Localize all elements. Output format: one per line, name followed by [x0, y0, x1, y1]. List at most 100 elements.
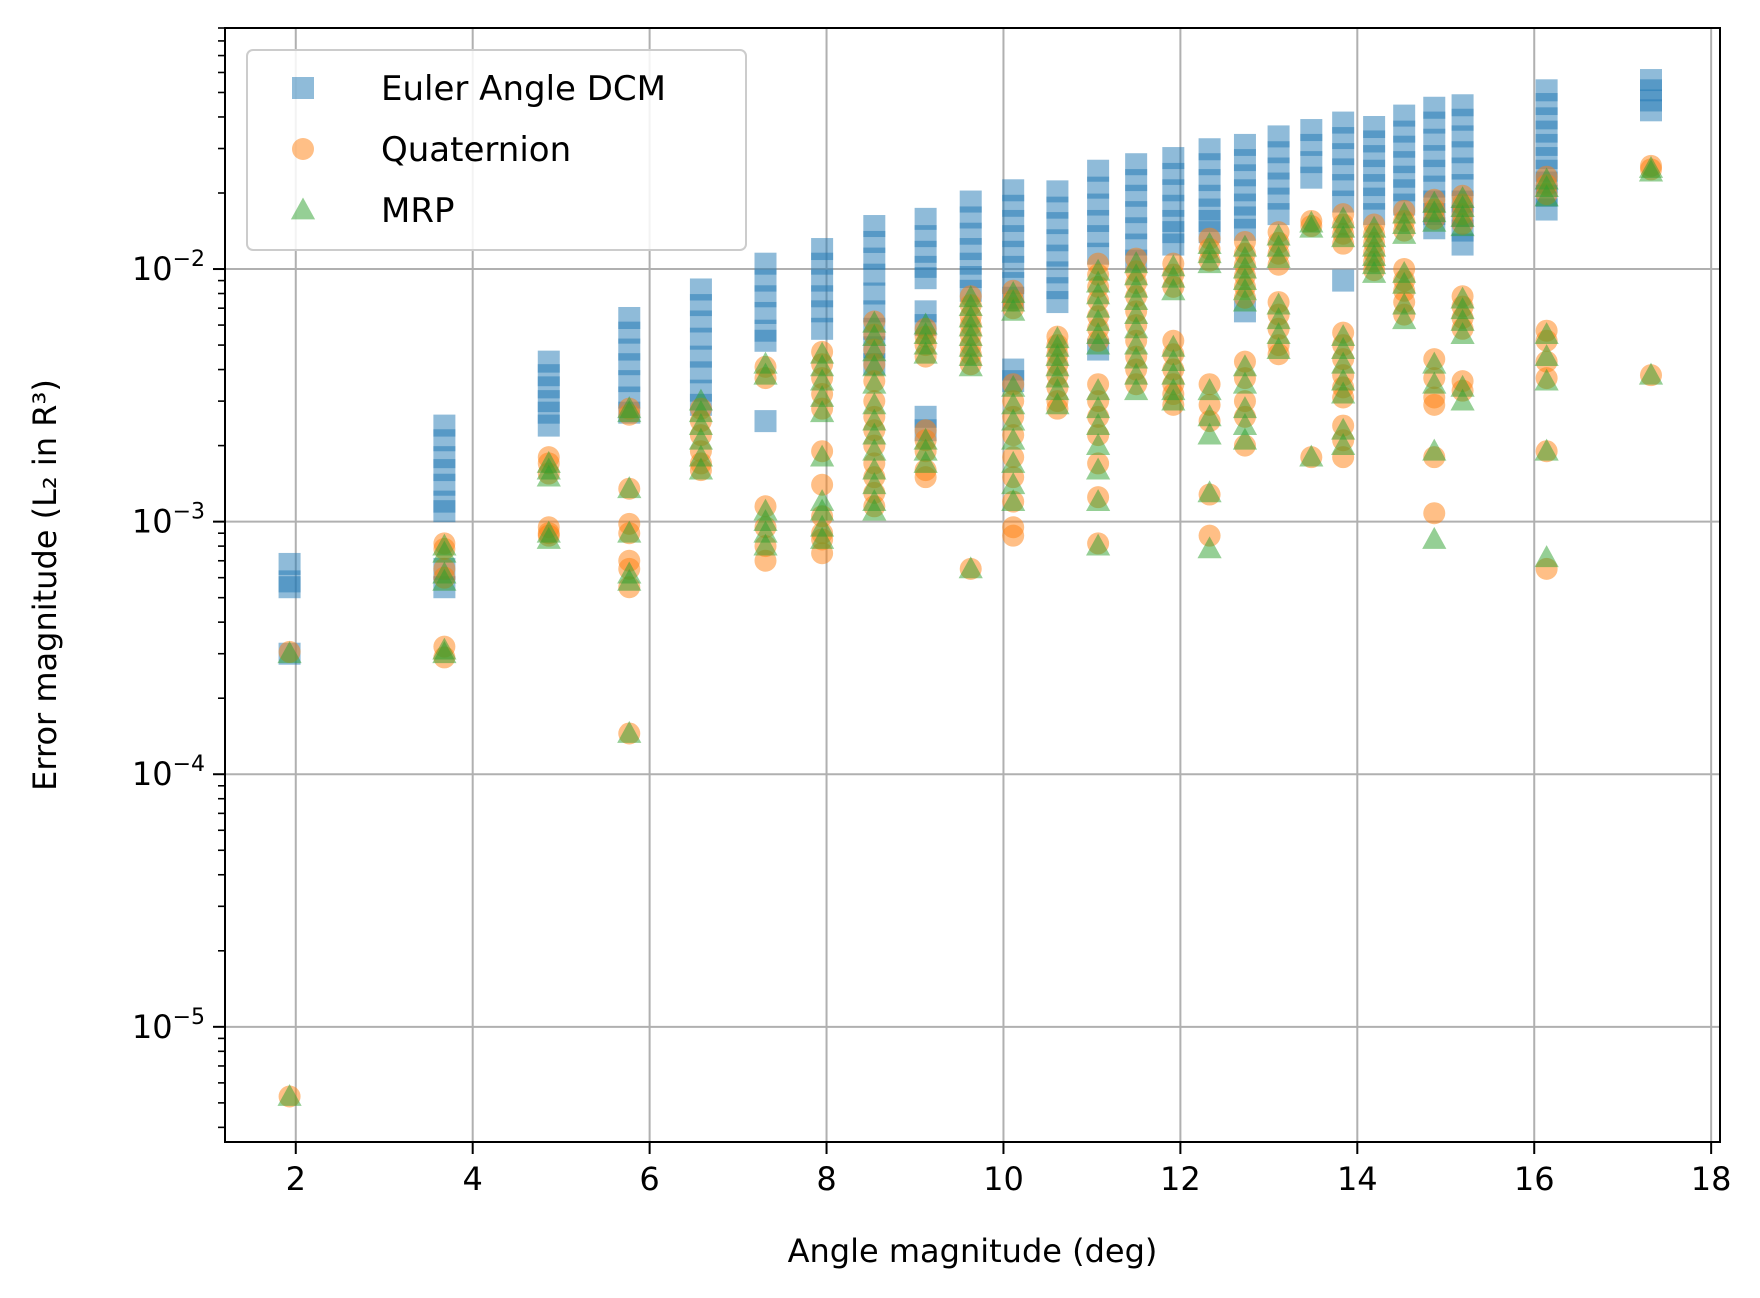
data-point-square: [754, 301, 777, 324]
data-point-triangle: [1266, 292, 1291, 315]
data-point-triangle: [1001, 392, 1026, 415]
data-point-triangle: [1197, 422, 1222, 445]
data-point-circle: [811, 473, 834, 496]
data-point-triangle: [1161, 278, 1186, 301]
data-point-triangle: [1331, 381, 1356, 404]
data-point-triangle: [1086, 332, 1111, 355]
data-point-triangle: [1161, 254, 1186, 277]
data-point-triangle: [1422, 438, 1447, 461]
data-point-triangle: [862, 457, 887, 480]
data-point-triangle: [432, 568, 457, 591]
data-point-triangle: [1045, 392, 1070, 415]
data-point-triangle: [1161, 349, 1186, 372]
data-point-triangle: [1086, 258, 1111, 281]
data-point-triangle: [1232, 278, 1258, 301]
data-point-triangle: [810, 341, 835, 364]
data-point-triangle: [277, 641, 302, 664]
data-point-triangle: [753, 362, 778, 385]
legend-label: MRP: [381, 191, 454, 231]
data-point-triangle: [1086, 396, 1111, 419]
data-point-triangle: [1534, 438, 1559, 461]
data-point-square: [863, 282, 886, 305]
data-point-triangle: [753, 351, 778, 374]
data-point-triangle: [862, 354, 887, 377]
data-point-square: [914, 267, 937, 290]
data-point-triangle: [1534, 184, 1559, 207]
data-point-square: [1451, 108, 1474, 131]
data-point-square: [1640, 99, 1662, 122]
data-point-triangle: [810, 400, 835, 423]
data-point-triangle: [688, 444, 714, 467]
data-point-triangle: [536, 464, 561, 487]
data-point-square: [1046, 212, 1069, 235]
data-point-triangle: [1086, 308, 1111, 331]
data-point-triangle: [1161, 265, 1186, 288]
data-point-triangle: [1232, 396, 1258, 419]
data-point-square: [811, 252, 834, 275]
data-point-triangle: [1001, 472, 1026, 495]
data-point-triangle: [1045, 354, 1070, 377]
data-point-triangle: [1362, 260, 1387, 283]
x-tick-label: 18: [1691, 1160, 1732, 1198]
data-point-square: [754, 252, 777, 275]
data-point-square: [863, 263, 886, 286]
data-point-triangle: [1086, 295, 1111, 318]
data-point-triangle: [1197, 378, 1222, 401]
data-point-triangle: [1392, 271, 1417, 294]
data-point-square: [1300, 166, 1323, 189]
data-point-triangle: [1450, 214, 1475, 237]
data-point-square: [863, 230, 886, 253]
data-point-square: [811, 317, 834, 340]
data-point-triangle: [913, 341, 938, 364]
series-triangle-group: [277, 155, 1664, 1106]
legend-label: Quaternion: [381, 130, 571, 170]
data-point-triangle: [1086, 533, 1111, 556]
data-point-triangle: [913, 438, 938, 461]
data-point-triangle: [1266, 234, 1291, 257]
data-point-triangle: [688, 388, 714, 411]
data-point-square: [1087, 159, 1110, 182]
data-point-triangle: [810, 444, 835, 467]
x-axis-label: Angle magnitude (deg): [788, 1232, 1158, 1270]
data-point-triangle: [1124, 346, 1149, 369]
data-point-triangle: [617, 400, 642, 423]
data-point-triangle: [1045, 365, 1070, 388]
data-point-triangle: [688, 457, 714, 480]
x-tick-label: 8: [816, 1160, 836, 1198]
data-point-triangle: [1124, 288, 1149, 311]
data-point-triangle: [862, 339, 887, 362]
data-markers: [277, 69, 1664, 1108]
data-point-triangle: [1197, 251, 1222, 274]
data-point-triangle: [1197, 404, 1222, 427]
data-point-square: [1046, 244, 1069, 267]
data-point-square: [1267, 203, 1290, 226]
data-point-triangle: [617, 568, 642, 591]
data-point-triangle: [1450, 297, 1475, 320]
legend: Euler Angle DCM Quaternion MRP: [246, 49, 747, 251]
data-point-square: [754, 410, 777, 433]
data-point-triangle: [810, 384, 835, 407]
data-point-circle: [1002, 524, 1025, 547]
y-tick-label: 10−2: [132, 247, 205, 288]
data-point-triangle: [1232, 413, 1258, 436]
data-point-triangle: [1266, 246, 1291, 268]
data-point-triangle: [1124, 251, 1149, 274]
data-point-triangle: [277, 1083, 302, 1106]
data-point-triangle: [1124, 316, 1149, 339]
data-point-triangle: [862, 310, 887, 333]
data-point-triangle: [1232, 289, 1258, 312]
data-point-triangle: [1124, 275, 1149, 298]
data-point-square: [754, 285, 777, 308]
data-point-triangle: [536, 526, 561, 549]
data-point-triangle: [1266, 223, 1291, 246]
data-point-triangle: [1534, 344, 1559, 367]
data-point-triangle: [1299, 444, 1324, 467]
data-point-triangle: [913, 427, 938, 450]
data-point-square: [618, 321, 641, 344]
data-point-triangle: [1001, 408, 1026, 431]
legend-box: [246, 49, 747, 251]
data-point-triangle: [810, 498, 835, 521]
data-point-triangle: [1161, 334, 1186, 357]
data-point-triangle: [1392, 221, 1417, 244]
